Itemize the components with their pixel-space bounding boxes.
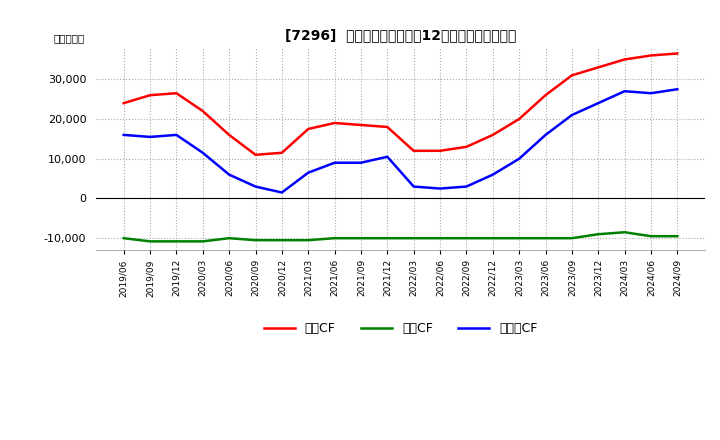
フリーCF	[356, 160, 365, 165]
営業CF	[251, 152, 260, 158]
Line: フリーCF: フリーCF	[124, 89, 678, 193]
投資CF	[356, 235, 365, 241]
フリーCF	[515, 156, 523, 161]
Text: （百万円）: （百万円）	[53, 33, 85, 44]
フリーCF	[199, 150, 207, 155]
営業CF	[145, 92, 154, 98]
営業CF	[620, 57, 629, 62]
投資CF	[673, 234, 682, 239]
営業CF	[488, 132, 497, 138]
フリーCF	[410, 184, 418, 189]
投資CF	[410, 235, 418, 241]
投資CF	[647, 234, 655, 239]
投資CF	[120, 235, 128, 241]
営業CF	[225, 132, 233, 138]
フリーCF	[330, 160, 339, 165]
フリーCF	[673, 87, 682, 92]
投資CF	[199, 239, 207, 244]
営業CF	[567, 73, 576, 78]
投資CF	[462, 235, 471, 241]
フリーCF	[620, 88, 629, 94]
フリーCF	[304, 170, 312, 175]
営業CF	[673, 51, 682, 56]
投資CF	[225, 235, 233, 241]
フリーCF	[277, 190, 286, 195]
営業CF	[647, 53, 655, 58]
投資CF	[594, 231, 603, 237]
フリーCF	[225, 172, 233, 177]
フリーCF	[120, 132, 128, 138]
投資CF	[620, 230, 629, 235]
営業CF	[383, 125, 392, 130]
フリーCF	[251, 184, 260, 189]
フリーCF	[145, 134, 154, 139]
投資CF	[488, 235, 497, 241]
投資CF	[383, 235, 392, 241]
投資CF	[567, 235, 576, 241]
営業CF	[462, 144, 471, 150]
Legend: 営業CF, 投資CF, フリーCF: 営業CF, 投資CF, フリーCF	[258, 317, 542, 340]
投資CF	[304, 238, 312, 243]
営業CF	[330, 121, 339, 126]
営業CF	[515, 117, 523, 122]
営業CF	[277, 150, 286, 155]
営業CF	[120, 100, 128, 106]
投資CF	[541, 235, 550, 241]
フリーCF	[462, 184, 471, 189]
営業CF	[436, 148, 444, 154]
フリーCF	[594, 100, 603, 106]
営業CF	[541, 92, 550, 98]
投資CF	[436, 235, 444, 241]
フリーCF	[488, 172, 497, 177]
投資CF	[330, 235, 339, 241]
投資CF	[172, 239, 181, 244]
営業CF	[356, 122, 365, 128]
フリーCF	[172, 132, 181, 138]
投資CF	[277, 238, 286, 243]
フリーCF	[436, 186, 444, 191]
Title: [7296]  キャッシュフローの12か月移動合計の推移: [7296] キャッシュフローの12か月移動合計の推移	[285, 28, 516, 42]
営業CF	[172, 91, 181, 96]
営業CF	[304, 126, 312, 132]
フリーCF	[647, 91, 655, 96]
投資CF	[515, 235, 523, 241]
投資CF	[145, 239, 154, 244]
フリーCF	[567, 112, 576, 117]
投資CF	[251, 238, 260, 243]
Line: 営業CF: 営業CF	[124, 54, 678, 155]
フリーCF	[541, 132, 550, 138]
営業CF	[410, 148, 418, 154]
営業CF	[199, 108, 207, 114]
フリーCF	[383, 154, 392, 159]
営業CF	[594, 65, 603, 70]
Line: 投資CF: 投資CF	[124, 232, 678, 242]
